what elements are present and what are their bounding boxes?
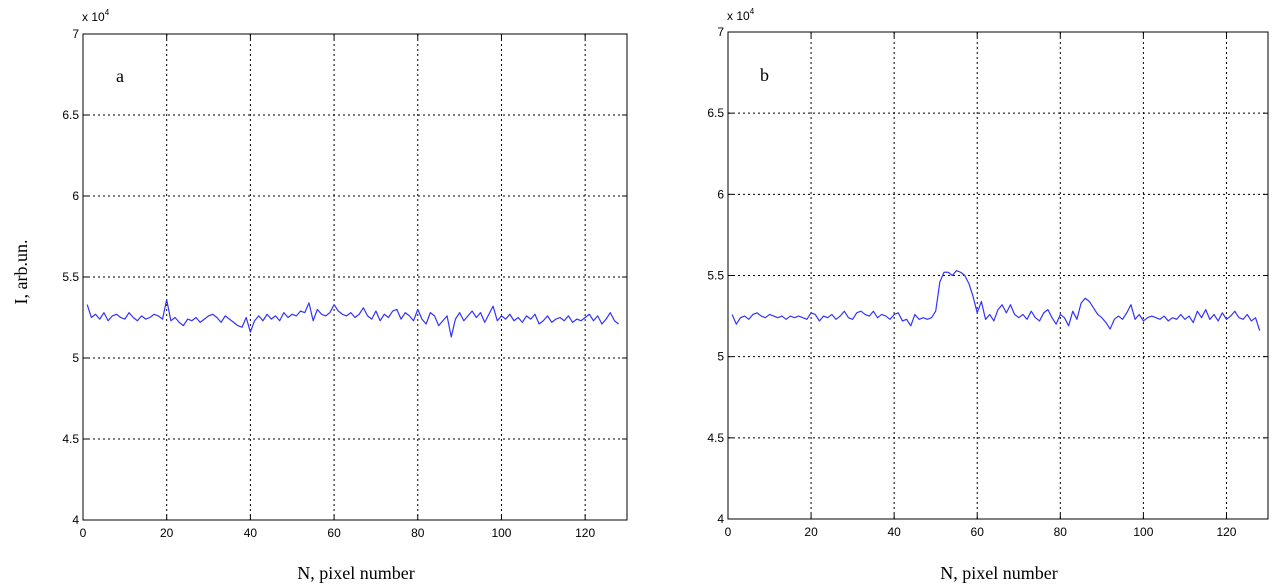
y-tick-label-a: 6 xyxy=(72,189,79,203)
y-tick-label-b: 4.5 xyxy=(707,431,724,445)
x-tick-label-b: 100 xyxy=(1133,525,1153,539)
series-line-b xyxy=(731,270,1261,331)
y-multiplier-exponent-b: 4 xyxy=(750,7,755,16)
grid-b xyxy=(728,32,1268,519)
x-tick-label-a: 60 xyxy=(327,526,341,540)
y-tick-label-b: 6 xyxy=(717,187,724,201)
y-tick-label-b: 4 xyxy=(717,512,724,526)
x-tick-label-a: 100 xyxy=(491,526,511,540)
y-axis-title: I, arb.un. xyxy=(11,240,31,305)
y-multiplier-b: x 104 xyxy=(727,7,755,23)
y-tick-label-a: 6.5 xyxy=(62,108,79,122)
y-tick-label-b: 5.5 xyxy=(707,269,724,283)
y-tick-labels-a: 4 4.5 5 5.5 6 6.5 7 xyxy=(62,27,79,527)
y-tick-labels-b: 4 4.5 5 5.5 6 6.5 7 xyxy=(707,25,724,526)
grid-a xyxy=(83,34,627,520)
x-tick-label-a: 40 xyxy=(244,526,258,540)
x-tick-label-b: 120 xyxy=(1216,525,1236,539)
panel-label-b: b xyxy=(760,65,769,85)
y-multiplier-a: x 104 xyxy=(82,8,110,24)
y-multiplier-base-a: x 10 xyxy=(82,10,105,24)
chart-panel-a: 0 20 40 60 80 100 120 44.555.566.57 x 104 a N,… xyxy=(62,8,628,583)
x-tick-label-a: 0 xyxy=(80,526,87,540)
y-multiplier-exponent-a: 4 xyxy=(105,8,110,17)
y-tick-label-b: 6.5 xyxy=(707,106,724,120)
y-tick-label-a: 7 xyxy=(72,27,79,41)
y-tick-label-a: 5 xyxy=(72,351,79,365)
x-tick-label-b: 40 xyxy=(887,525,901,539)
chart-panel-b: 0 20 40 60 80 100 120 44.555.566.57 x 104 b N,… xyxy=(707,7,1269,583)
x-tick-labels-b: 0 20 40 60 80 100 120 xyxy=(725,525,1237,539)
x-tick-label-b: 80 xyxy=(1054,525,1068,539)
x-tick-label-a: 20 xyxy=(160,526,174,540)
series-line-a xyxy=(86,299,619,338)
x-axis-title-b: N, pixel number xyxy=(940,563,1057,583)
x-axis-title-a: N, pixel number xyxy=(297,563,414,583)
y-tick-label-a: 4 xyxy=(72,513,79,527)
x-tick-label-b: 60 xyxy=(971,525,985,539)
x-tick-label-b: 20 xyxy=(804,525,818,539)
ticks-a xyxy=(82,33,627,521)
x-tick-label-a: 120 xyxy=(575,526,595,540)
x-tick-labels-a: 0 20 40 60 80 100 120 xyxy=(80,526,596,540)
y-tick-label-b: 7 xyxy=(717,25,724,39)
panel-label-a: a xyxy=(116,66,124,86)
y-tick-label-b: 5 xyxy=(717,350,724,364)
x-tick-label-b: 0 xyxy=(725,525,732,539)
y-tick-label-a: 4.5 xyxy=(62,432,79,446)
y-multiplier-base-b: x 10 xyxy=(727,9,750,23)
x-tick-label-a: 80 xyxy=(411,526,425,540)
ticks-b xyxy=(727,31,1268,520)
y-tick-label-a: 5.5 xyxy=(62,270,79,284)
